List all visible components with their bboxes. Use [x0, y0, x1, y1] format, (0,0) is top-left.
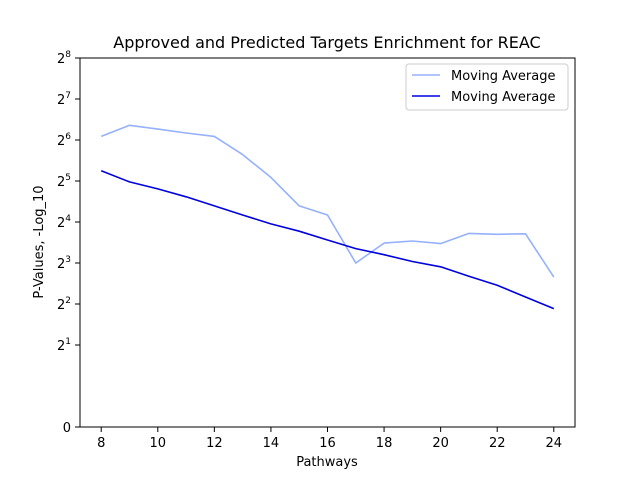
y-tick-label: 27 — [57, 91, 71, 108]
x-tick-label: 16 — [319, 436, 336, 451]
y-tick-label: 28 — [57, 50, 71, 67]
series-lines — [100, 124, 555, 310]
y-axis: 0 21 22 23 24 25 26 27 28 — [57, 50, 80, 436]
x-axis-label: Pathways — [296, 455, 358, 470]
legend-box — [405, 63, 569, 111]
x-tick-label: 24 — [546, 436, 563, 451]
y-tick-label: 21 — [57, 337, 71, 354]
legend: Moving Average Moving Average — [405, 63, 569, 111]
series-line-2 — [100, 170, 555, 310]
y-axis-label: P-Values, -Log_10 — [32, 185, 47, 298]
legend-label-1: Moving Average — [451, 69, 555, 84]
y-tick-label: 23 — [57, 255, 71, 272]
series-line-1 — [100, 124, 555, 278]
plot-area — [79, 57, 576, 428]
x-tick-label: 14 — [263, 436, 280, 451]
y-tick-label: 26 — [57, 132, 71, 149]
x-tick-label: 8 — [97, 436, 105, 451]
y-tick-label: 24 — [57, 214, 71, 231]
x-axis: 8 10 12 14 16 18 20 22 24 — [97, 427, 562, 451]
x-tick-label: 12 — [206, 436, 223, 451]
x-tick-label: 18 — [376, 436, 393, 451]
x-tick-label: 10 — [150, 436, 167, 451]
chart-title: Approved and Predicted Targets Enrichmen… — [113, 33, 540, 52]
y-tick-label: 25 — [57, 173, 71, 190]
y-tick-label: 0 — [63, 421, 71, 436]
legend-label-2: Moving Average — [451, 90, 555, 105]
y-tick-label: 22 — [57, 296, 71, 313]
x-tick-label: 20 — [432, 436, 449, 451]
x-tick-label: 22 — [489, 436, 506, 451]
